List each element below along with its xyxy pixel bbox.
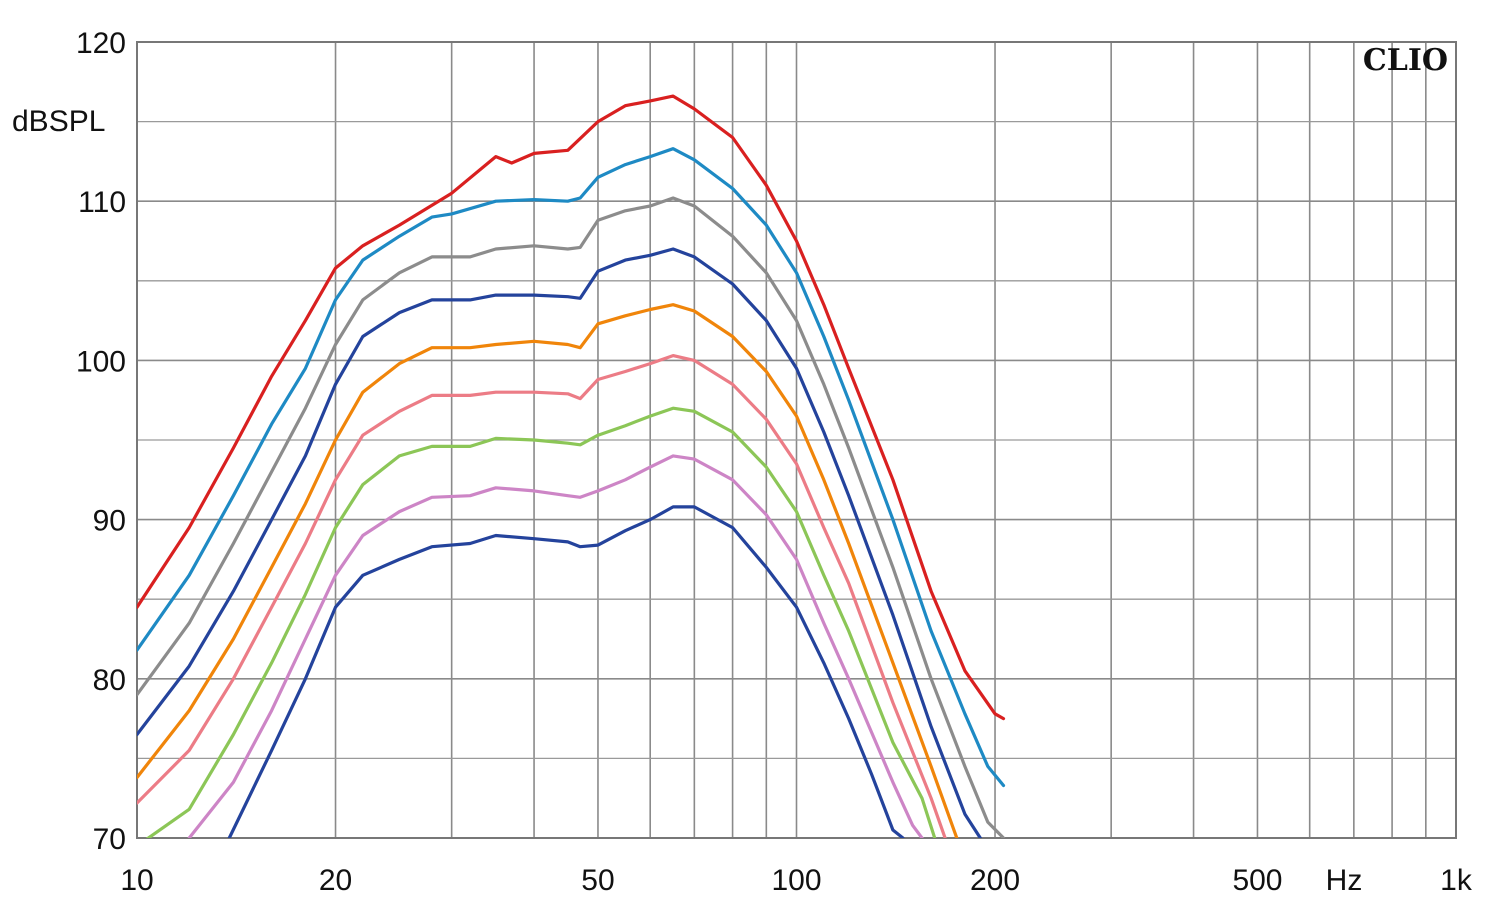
response-curve-3 (137, 196, 1006, 838)
response-curve-2 (137, 147, 1006, 788)
y-tick-label: 110 (78, 186, 126, 219)
y-tick-label: 70 (93, 823, 126, 856)
response-curve-7 (145, 406, 937, 838)
response-curve-8 (187, 454, 924, 838)
response-curves (137, 94, 1006, 838)
y-axis-label: dBSPL (12, 105, 105, 138)
plot-grid (137, 42, 1456, 838)
x-tick-label: 100 (771, 864, 821, 897)
x-axis-unit-label: Hz (1326, 864, 1363, 897)
y-axis-ticks: 70 80 90 100 110 120 (76, 27, 126, 856)
y-tick-label: 100 (76, 345, 126, 378)
x-tick-label: 10 (120, 864, 153, 897)
response-curve-6 (137, 354, 947, 838)
x-tick-label: 200 (970, 864, 1020, 897)
y-tick-label: 90 (93, 505, 126, 538)
x-tick-label: 50 (581, 864, 614, 897)
response-curve-9 (227, 505, 905, 838)
x-tick-label: 1k (1440, 864, 1473, 897)
clio-brand-label: CLIO (1363, 43, 1448, 78)
x-tick-label: 20 (319, 864, 352, 897)
x-axis-ticks: 10 20 50 100 200 500 1k (120, 864, 1473, 897)
response-curve-1 (137, 94, 1006, 721)
response-curve-5 (137, 303, 959, 838)
plot-frame (136, 41, 1457, 839)
y-tick-label: 120 (76, 27, 126, 60)
response-curve-4 (137, 247, 982, 838)
y-tick-label: 80 (93, 664, 126, 697)
x-tick-label: 500 (1232, 864, 1282, 897)
